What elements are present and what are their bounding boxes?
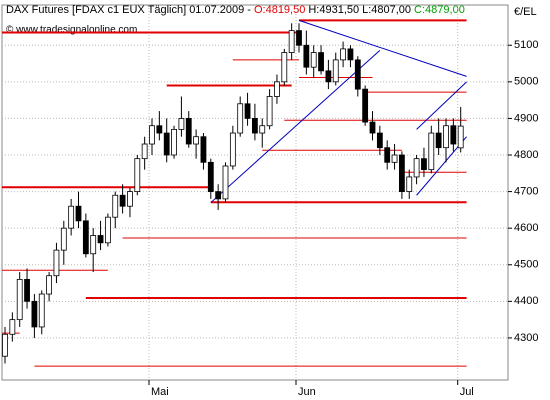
candle-body xyxy=(185,118,192,145)
candle-body xyxy=(281,52,288,83)
y-axis-label: €/EL xyxy=(514,6,537,18)
y-tick-label: 5100 xyxy=(514,39,538,51)
candle-body xyxy=(428,132,435,171)
x-tick-label: Mai xyxy=(151,386,169,398)
candle-body xyxy=(413,158,420,178)
candle-body xyxy=(193,136,200,145)
candle-body xyxy=(222,165,229,200)
candle-body xyxy=(450,125,457,145)
candle-body xyxy=(391,154,398,163)
candle-body xyxy=(2,333,8,357)
y-tick-label: 4900 xyxy=(514,112,538,124)
candle-body xyxy=(134,158,141,192)
candle-body xyxy=(266,96,273,127)
candle-body xyxy=(362,88,369,123)
watermark: © www.tradesignalonline.com xyxy=(6,25,137,36)
candle-body xyxy=(119,194,126,207)
y-tick-label: 4500 xyxy=(514,259,538,271)
candle-body xyxy=(149,125,155,145)
candle-body xyxy=(457,125,464,149)
candle-body xyxy=(318,52,324,72)
candle-body xyxy=(46,275,52,295)
candle-body xyxy=(325,70,332,83)
candle-body xyxy=(435,132,442,149)
plot-frame xyxy=(1,4,509,381)
y-tick-label: 4600 xyxy=(514,222,538,234)
y-tick-label: 4400 xyxy=(514,295,538,307)
candle-body xyxy=(347,48,354,61)
candle-body xyxy=(259,125,266,134)
candle-body xyxy=(376,132,383,149)
candle-body xyxy=(251,118,258,134)
candle-body xyxy=(369,121,376,134)
candle-body xyxy=(406,176,413,192)
candle-body xyxy=(68,205,75,229)
candle-body xyxy=(141,143,148,160)
candle-body xyxy=(296,30,302,46)
candle-body xyxy=(421,158,427,171)
ohlc-label: L:4807,00 xyxy=(362,4,411,16)
candle-body xyxy=(244,103,251,119)
candle-body xyxy=(443,125,449,149)
candle-body xyxy=(303,44,310,68)
candle-body xyxy=(237,103,244,134)
candle-body xyxy=(229,132,236,167)
candle-body xyxy=(384,147,391,163)
candle-body xyxy=(105,216,111,244)
candle-body xyxy=(24,278,30,302)
candle-body xyxy=(200,136,207,163)
y-tick-label: 5000 xyxy=(514,76,538,88)
candle-body xyxy=(215,191,222,200)
candle-body xyxy=(207,161,214,192)
candle-body xyxy=(127,191,133,207)
candle-body xyxy=(53,249,60,277)
candle-body xyxy=(274,81,280,97)
candle-body xyxy=(112,194,119,218)
candle-body xyxy=(310,52,317,68)
ohlc-label: O:4819,50 xyxy=(254,4,305,16)
candle-body xyxy=(354,59,361,90)
candle-body xyxy=(38,293,45,328)
candle-body xyxy=(97,235,104,244)
trendline xyxy=(298,19,467,77)
candle-body xyxy=(60,227,67,251)
candle-body xyxy=(398,154,405,192)
ohlc-label: C:4879,00 xyxy=(414,4,465,16)
candle-body xyxy=(171,128,177,156)
candle-body xyxy=(16,278,23,321)
chart-title: DAX Futures [FDAX c1 EUX Täglich] 01.07.… xyxy=(6,4,251,16)
candle-body xyxy=(9,319,16,335)
x-tick-label: Jul xyxy=(460,386,474,398)
candle-body xyxy=(156,125,163,134)
candle-body xyxy=(332,59,339,83)
candle-body xyxy=(178,118,185,130)
candle-body xyxy=(163,132,170,156)
title-row: DAX Futures [FDAX c1 EUX Täglich] 01.07.… xyxy=(6,4,251,16)
trendline xyxy=(416,81,467,130)
x-tick-label: Jun xyxy=(298,386,316,398)
y-tick-label: 4700 xyxy=(514,185,538,197)
trendline xyxy=(210,49,381,203)
y-tick-label: 4300 xyxy=(514,332,538,344)
candle-body xyxy=(31,300,38,328)
ohlc-label: H:4931,50 xyxy=(308,4,359,16)
y-tick-label: 4800 xyxy=(514,149,538,161)
candle-body xyxy=(75,205,82,222)
candle-body xyxy=(288,30,295,53)
candle-body xyxy=(90,235,97,255)
candle-body xyxy=(82,220,89,255)
candle-body xyxy=(340,48,347,61)
